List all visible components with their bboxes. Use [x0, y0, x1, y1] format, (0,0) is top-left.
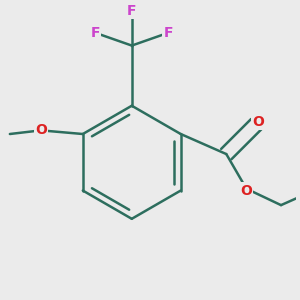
Text: F: F [127, 4, 136, 18]
Text: O: O [252, 115, 264, 129]
Text: F: F [91, 26, 100, 40]
Text: F: F [164, 26, 173, 40]
Text: O: O [35, 123, 47, 137]
Text: O: O [240, 184, 252, 197]
